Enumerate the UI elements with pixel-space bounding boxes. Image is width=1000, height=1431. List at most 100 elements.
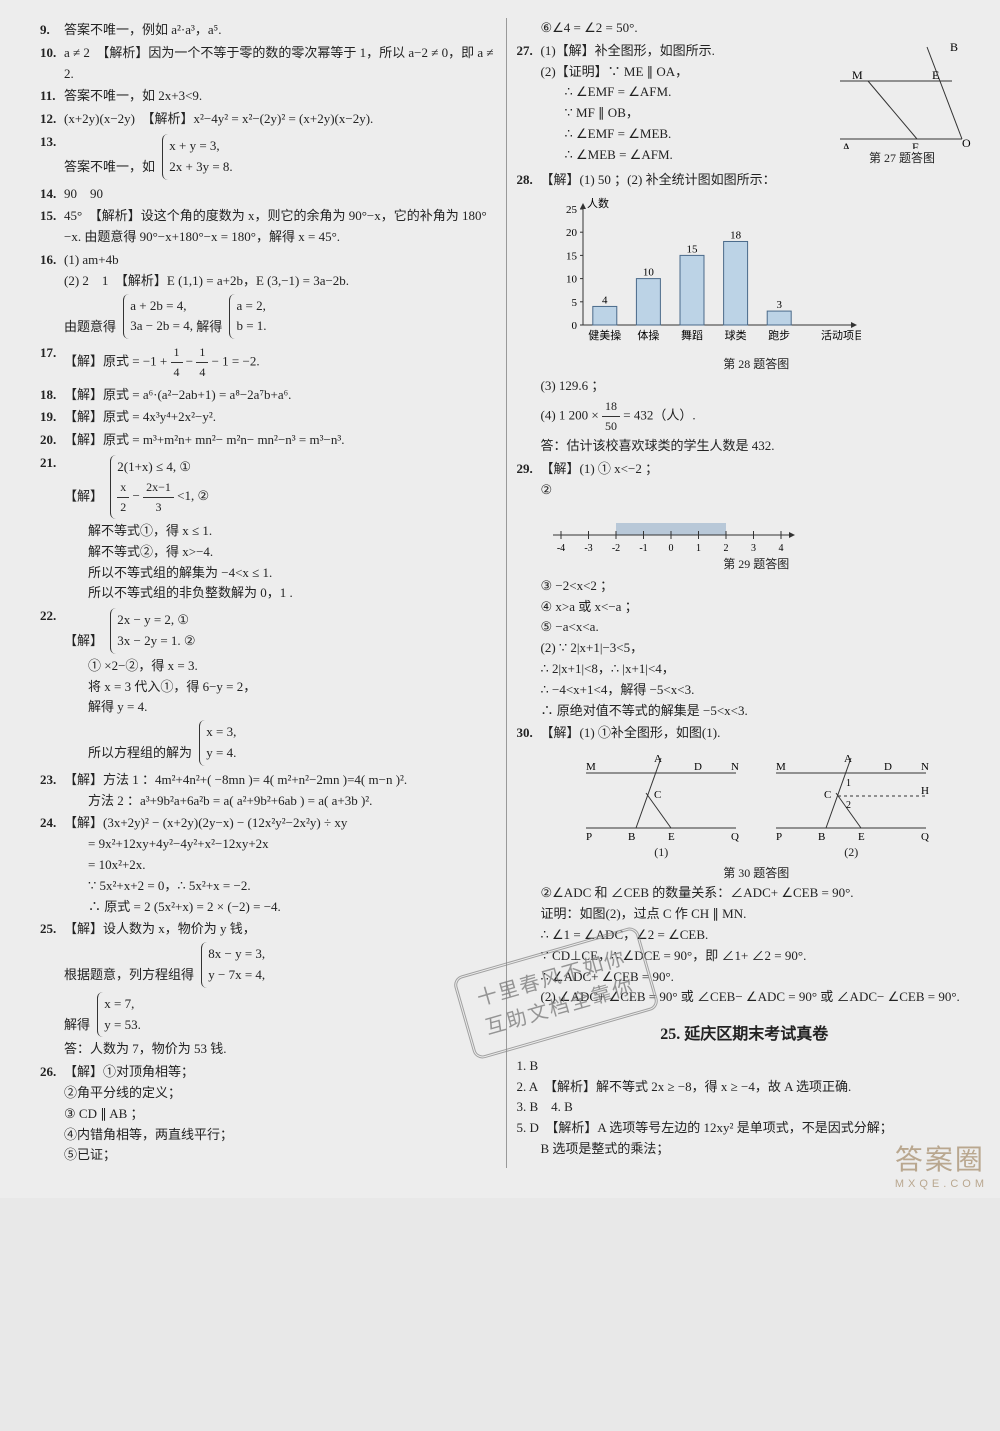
svg-text:1: 1 — [696, 543, 701, 554]
svg-text:-4: -4 — [556, 543, 564, 554]
q17-num: 17. — [40, 343, 64, 382]
q25-body: 【解】设人数为 x，物价为 y 钱， 根据题意，列方程组得 8x − y = 3… — [64, 919, 496, 1060]
q30-sub1: (1) — [576, 843, 746, 862]
q22-brace: 2x − y = 2, ① 3x − 2y = 1. ② — [110, 608, 195, 654]
q22-s3: 解得 y = 4. — [64, 697, 496, 718]
q18-num: 18. — [40, 385, 64, 406]
q23-num: 23. — [40, 770, 64, 812]
q16-c1: a = 2, — [236, 298, 265, 313]
q24-l2: = 9x²+12xy+4y²−4y²+x²−12xy+2x — [64, 834, 496, 855]
q24-num: 24. — [40, 813, 64, 917]
q22-s2: 将 x = 3 代入①，得 6−y = 2， — [64, 677, 496, 698]
svg-text:球类: 球类 — [724, 328, 746, 342]
svg-text:10: 10 — [566, 273, 578, 285]
q16-l1: (1) am+4b — [64, 250, 496, 271]
q24-l1: 【解】(3x+2y)² − (x+2y)(2y−x) − (12x²y²−2x²… — [64, 813, 496, 834]
svg-text:D: D — [884, 761, 892, 773]
svg-text:A: A — [844, 753, 852, 765]
q9-num: 9. — [40, 20, 64, 41]
q22-brace2: x = 3, y = 4. — [199, 720, 236, 766]
q27-svg: B M E O A F — [832, 39, 972, 149]
q17-fd1: 4 — [171, 363, 183, 382]
q10-num: 10. — [40, 43, 64, 85]
svg-text:B: B — [628, 831, 635, 843]
q25-b1: 8x − y = 3, — [208, 946, 265, 961]
q25-l1: 【解】设人数为 x，物价为 y 钱， — [64, 919, 496, 940]
svg-text:15: 15 — [566, 250, 578, 262]
q11-num: 11. — [40, 86, 64, 107]
q21-b2t: <1, ② — [177, 488, 209, 503]
watermark: 答案圈 MXQE.COM — [895, 1138, 988, 1190]
svg-text:0: 0 — [571, 320, 577, 332]
q30-l4: ∴ ∠1 = ∠ADC，∠2 = ∠CEB. — [541, 925, 973, 946]
q17-body: 【解】原式 = −1 + 14 − 14 − 1 = −2. — [64, 343, 496, 382]
q29-cap: 第 29 题答图 — [541, 555, 973, 574]
q26-l4: ④内错角相等，两直线平行； — [64, 1125, 496, 1146]
watermark-big: 答案圈 — [895, 1144, 985, 1175]
q16-num: 16. — [40, 250, 64, 341]
q29-l6: (2) ∵ 2|x+1|−3<5， — [541, 638, 973, 659]
q10-text: a ≠ 2 【解析】因为一个不等于零的数的零次幂等于 1，所以 a−2 ≠ 0，… — [64, 43, 496, 85]
svg-text:15: 15 — [686, 243, 698, 255]
q29-l7: ∴ 2|x+1|<8，∴ |x+1|<4， — [541, 659, 973, 680]
svg-text:M: M — [776, 761, 786, 773]
q25-l3row: 解得 x = 7, y = 53. — [64, 990, 496, 1040]
q30-l2: ②∠ADC 和 ∠CEB 的数量关系：∠ADC+ ∠CEB = 90°. — [541, 883, 973, 904]
q29-svg: -4-3-2-101234 — [541, 505, 801, 555]
q30-cap: 第 30 题答图 — [541, 864, 973, 883]
q22-s1: ① ×2−②，得 x = 3. — [64, 656, 496, 677]
svg-text:10: 10 — [642, 266, 654, 278]
svg-text:5: 5 — [571, 297, 577, 309]
svg-text:Q: Q — [921, 831, 929, 843]
left-column: 9.答案不唯一，例如 a²·a³，a⁵. 10.a ≠ 2 【解析】因为一个不等… — [30, 18, 507, 1168]
svg-text:4: 4 — [602, 294, 608, 306]
svg-text:25: 25 — [566, 204, 578, 216]
q20-text: 【解】原式 = m³+m²n+ mn²− m²n− mn²−n³ = m³−n³… — [64, 430, 496, 451]
q28-chart: 5101520250人数4健美操10体操15舞蹈18球类3跑步活动项目 第 28… — [541, 195, 973, 374]
svg-text:3: 3 — [751, 543, 756, 554]
q14-text: 90 90 — [64, 184, 496, 205]
q19-text: 【解】原式 = 4x³y⁴+2x²−y². — [64, 407, 496, 428]
q21-brace: 2(1+x) ≤ 4, ① x2 − 2x−13 <1, ② — [110, 455, 209, 519]
s25-q2: 2. A 【解析】解不等式 2x ≥ −8，得 x ≥ −4，故 A 选项正确. — [517, 1077, 973, 1098]
q27-figure: B M E O A F 第 27 题答图 — [832, 39, 972, 168]
svg-text:2: 2 — [723, 543, 728, 554]
q25-l3: 解得 — [64, 1017, 90, 1032]
svg-text:P: P — [776, 831, 782, 843]
q16-body: (1) am+4b (2) 2 1 【解析】E (1,1) = a+2b，E (… — [64, 250, 496, 341]
q21-b2d: 3 — [143, 498, 174, 517]
watermark-small: MXQE.COM — [895, 1178, 988, 1190]
q27-l4: ∵ MF ∥ OB， — [541, 103, 827, 124]
q21-s3: 所以不等式组的解集为 −4<x ≤ 1. — [64, 563, 496, 584]
q16-b2: 3a − 2b = 4, — [130, 318, 193, 333]
q27-l1: (1)【解】补全图形，如图所示. — [541, 41, 827, 62]
q17-fd2: 4 — [196, 363, 208, 382]
svg-text:舞蹈: 舞蹈 — [681, 329, 703, 342]
q29-numline: -4-3-2-101234 第 29 题答图 — [541, 505, 973, 574]
svg-text:跑步: 跑步 — [768, 328, 790, 342]
q22-body: 【解】 2x − y = 2, ① 3x − 2y = 1. ② ① ×2−②，… — [64, 606, 496, 768]
svg-text:0: 0 — [668, 543, 673, 554]
q21-b2a: x — [117, 478, 129, 498]
lbl-E: E — [932, 68, 939, 82]
q22-c1: x = 3, — [206, 724, 236, 739]
q12-num: 12. — [40, 109, 64, 130]
q28-body: 【解】(1) 50 ；(2) 补全统计图如图所示： 5101520250人数4健… — [541, 170, 973, 457]
q25-c2: y = 53. — [104, 1017, 141, 1032]
q21-b2b: 2 — [117, 498, 129, 517]
q21-s4: 所以不等式组的非负整数解为 0，1 . — [64, 583, 496, 604]
svg-text:H: H — [921, 785, 929, 797]
q28-l4: (4) 1 200 × 1850 = 432（人）. — [541, 397, 973, 436]
q29-l5: ⑤ −a<x<a. — [541, 617, 973, 638]
q29-l9: ∴ 原绝对值不等式的解集是 −5<x<3. — [541, 701, 973, 722]
q28-l3: (3) 129.6 ； — [541, 376, 973, 397]
svg-text:18: 18 — [730, 229, 742, 241]
q22-s4: 所以方程组的解为 — [88, 745, 192, 760]
lbl-B: B — [950, 40, 958, 54]
q30-figs: MA DN C PB EQ (1) — [541, 748, 973, 862]
q11-text: 答案不唯一，如 2x+3<9. — [64, 86, 496, 107]
svg-text:-1: -1 — [639, 543, 647, 554]
q27-text: 27. (1)【解】补全图形，如图所示. (2)【证明】∵ ME ∥ OA， ∴… — [517, 39, 827, 168]
q21-b2: x2 − 2x−13 <1, ② — [117, 488, 209, 503]
q16-mid: 解得 — [196, 318, 222, 333]
